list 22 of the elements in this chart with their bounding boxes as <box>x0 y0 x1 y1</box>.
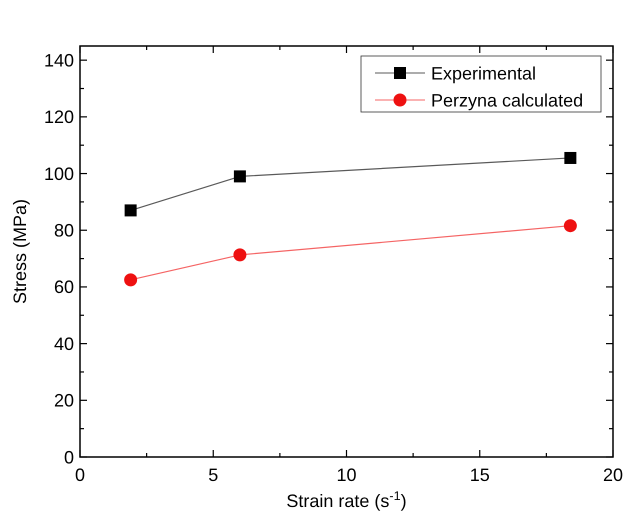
x-tick-label: 15 <box>470 465 490 485</box>
point <box>124 273 138 286</box>
y-tick-label: 100 <box>44 164 74 184</box>
y-tick-label: 0 <box>64 447 74 468</box>
legend-label: Perzyna calculated <box>431 90 584 110</box>
y-tick-label: 60 <box>54 277 74 298</box>
y-tick-label: 140 <box>44 50 74 70</box>
y-tick-label: 20 <box>54 390 74 411</box>
x-axis-title: Strain rate (s$^{-1}$) <box>286 489 407 511</box>
y-tick-label: 40 <box>54 334 74 354</box>
y-tick-label: 120 <box>44 107 74 128</box>
y-tick-label: 80 <box>54 220 74 241</box>
x-tick-label: 5 <box>208 465 218 485</box>
x-tick-label: 20 <box>602 465 624 485</box>
point <box>564 152 576 164</box>
legend-label: Experimental <box>431 63 536 84</box>
y-axis-title: Stress (MPa) <box>10 198 30 304</box>
point <box>564 219 577 232</box>
point <box>233 248 246 262</box>
x-tick-label: 10 <box>336 465 357 485</box>
point <box>124 204 137 216</box>
point <box>234 170 246 182</box>
